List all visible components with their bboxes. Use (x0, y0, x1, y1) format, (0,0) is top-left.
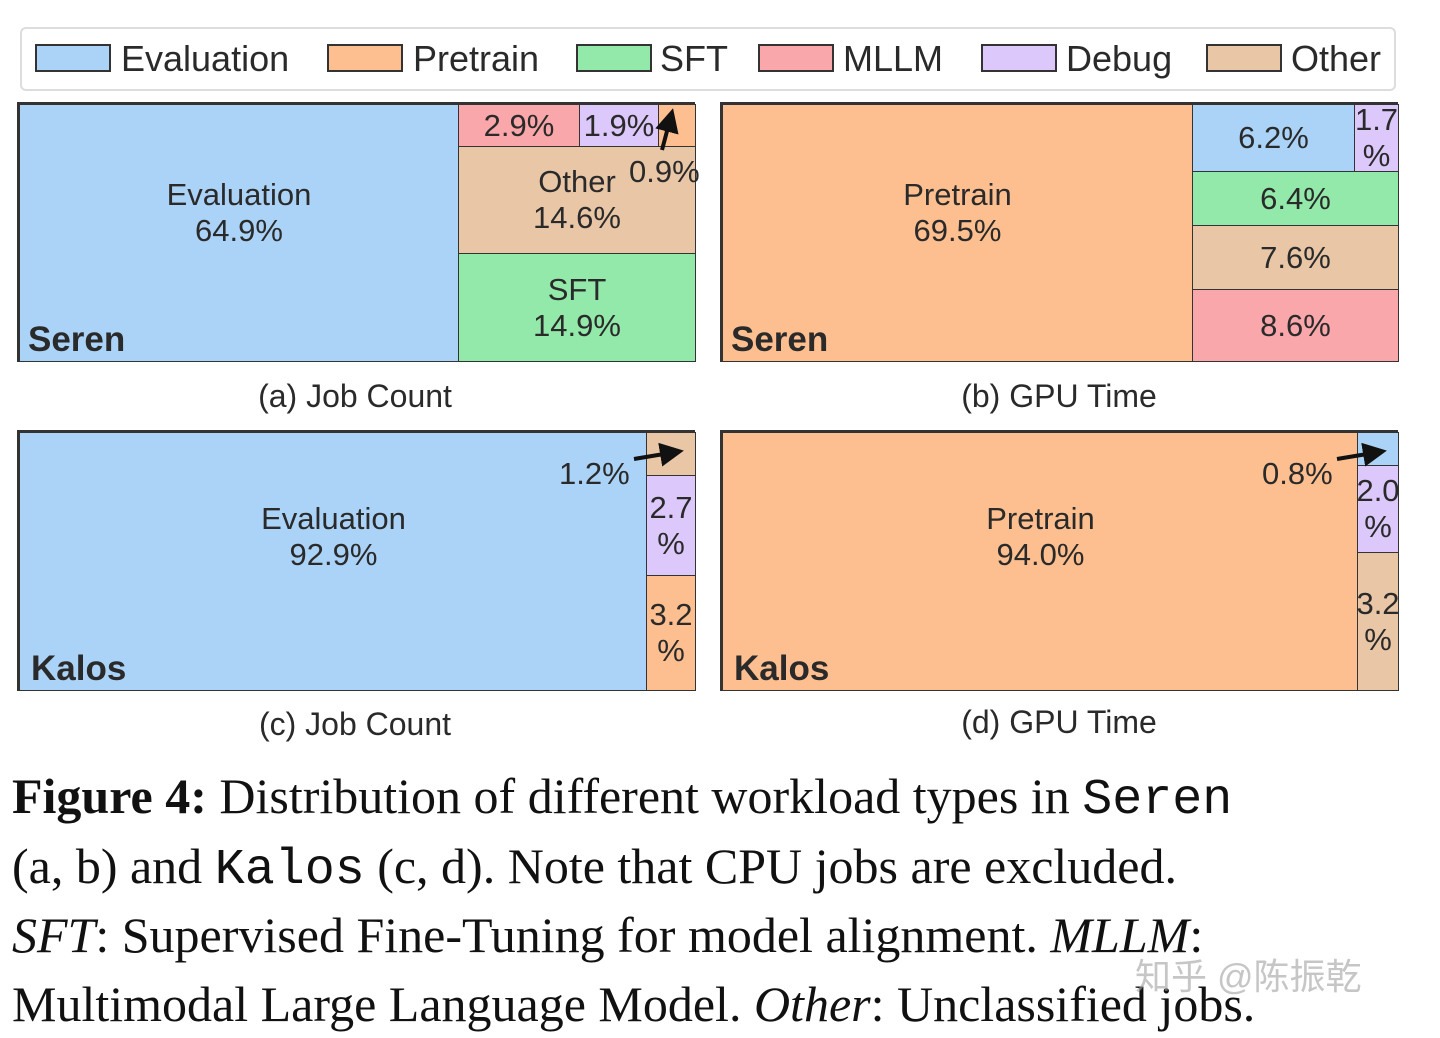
tile-pretrain: Pretrain 94.0% (722, 432, 1359, 691)
tile-label: 2.9% (483, 107, 555, 143)
tile-label: 2.7% (649, 489, 693, 561)
tile-label: 1.7% (1354, 102, 1399, 173)
tile-debug: 2.7% (646, 475, 696, 576)
cluster-label: Kalos (31, 649, 127, 688)
legend-swatch-debug (981, 44, 1057, 72)
legend: Evaluation Pretrain SFT MLLM Debug Other (20, 27, 1396, 91)
subcaption-d: (d) GPU Time (961, 704, 1157, 740)
subcaption-c: (c) Job Count (258, 706, 452, 742)
treemap-d: Pretrain 94.0% 0.8% 2.0% 3.2% Kalos (720, 430, 1400, 691)
legend-swatch-other (1206, 44, 1282, 72)
legend-swatch-mllm (758, 44, 834, 72)
tile-other: Other 14.6% (458, 146, 696, 254)
legend-swatch-sft (576, 44, 652, 72)
tile-other: 3.2% (1356, 552, 1400, 691)
tile-pretrain: Pretrain 69.5% (722, 104, 1193, 362)
tile-debug: 1.9% (579, 104, 659, 147)
cluster-label: Seren (731, 320, 829, 359)
tile-label: 1.9% (583, 107, 655, 143)
legend-swatch-evaluation (35, 44, 111, 72)
tile-sft: 6.4% (1192, 171, 1399, 226)
figure-caption-line-4: Multimodal Large Language Model. Other: … (12, 976, 1256, 1032)
legend-label-sft: SFT (660, 38, 728, 79)
legend-label-debug: Debug (1066, 38, 1173, 79)
watermark: 知乎 @陈振乾 (1135, 956, 1362, 997)
treemap-c: Evaluation 92.9% 1.2% 2.7% 3.2% Kalos (17, 430, 696, 691)
tile-label: SFT 14.9% (533, 271, 621, 343)
tile-label: Evaluation 92.9% (261, 500, 406, 572)
arrow-d (1336, 442, 1387, 467)
tile-evaluation: 6.2% (1192, 104, 1355, 172)
cluster-label: Seren (28, 320, 126, 359)
tile-mllm: 8.6% (1192, 289, 1399, 362)
legend-label-other: Other (1291, 38, 1382, 79)
tile-label: 3.2% (649, 597, 693, 668)
figure-caption-line-2: (a, b) and Kalos (c, d). Note that CPU j… (12, 838, 1177, 899)
tile-debug: 1.7% (1354, 102, 1399, 173)
legend-label-mllm: MLLM (843, 38, 944, 79)
tile-label: 0.8% (1262, 456, 1333, 491)
tile-label: Pretrain 94.0% (986, 500, 1095, 572)
tile-label: 1.2% (559, 456, 630, 491)
figure-caption-line-1: Figure 4: Distribution of different work… (12, 768, 1233, 829)
tile-label: 3.2% (1356, 585, 1400, 657)
legend-label-pretrain: Pretrain (413, 38, 540, 79)
treemap-a: Evaluation 64.9% SFT 14.9% Other 14.6% 2.9% 1.9… (17, 102, 700, 362)
cluster-label: Kalos (734, 649, 830, 688)
tile-label: 2.0% (1356, 473, 1400, 544)
legend-label-evaluation: Evaluation (121, 38, 290, 79)
tile-label: 6.2% (1238, 120, 1309, 155)
subcaption-b: (b) GPU Time (961, 378, 1157, 414)
arrow-a (655, 108, 679, 151)
tile-label: 8.6% (1260, 307, 1331, 343)
subcaption-a: (a) Job Count (258, 378, 452, 414)
tile-label: 0.9% (629, 154, 700, 189)
tile-pretrain: 3.2% (646, 575, 696, 691)
tile-mllm: 2.9% (458, 104, 580, 147)
legend-swatch-pretrain (327, 44, 403, 72)
tile-other: 7.6% (1192, 225, 1399, 290)
treemap-b: Pretrain 69.5% 6.2% 1.7% 6.4% 7.6% 8.6% Seren (720, 102, 1399, 362)
tile-label: 7.6% (1260, 239, 1331, 275)
tile-label: Pretrain 69.5% (903, 177, 1012, 248)
tile-label: Evaluation 64.9% (166, 177, 312, 248)
tile-label: Other 14.6% (533, 164, 621, 235)
tile-label: 6.4% (1260, 180, 1331, 216)
tile-debug: 2.0% (1356, 465, 1400, 553)
tile-evaluation: Evaluation 92.9% (19, 432, 648, 691)
arrow-c (633, 442, 684, 467)
tile-evaluation: Evaluation 64.9% (19, 104, 459, 362)
figure-caption-line-3: SFT: Supervised Fine-Tuning for model al… (12, 907, 1204, 963)
